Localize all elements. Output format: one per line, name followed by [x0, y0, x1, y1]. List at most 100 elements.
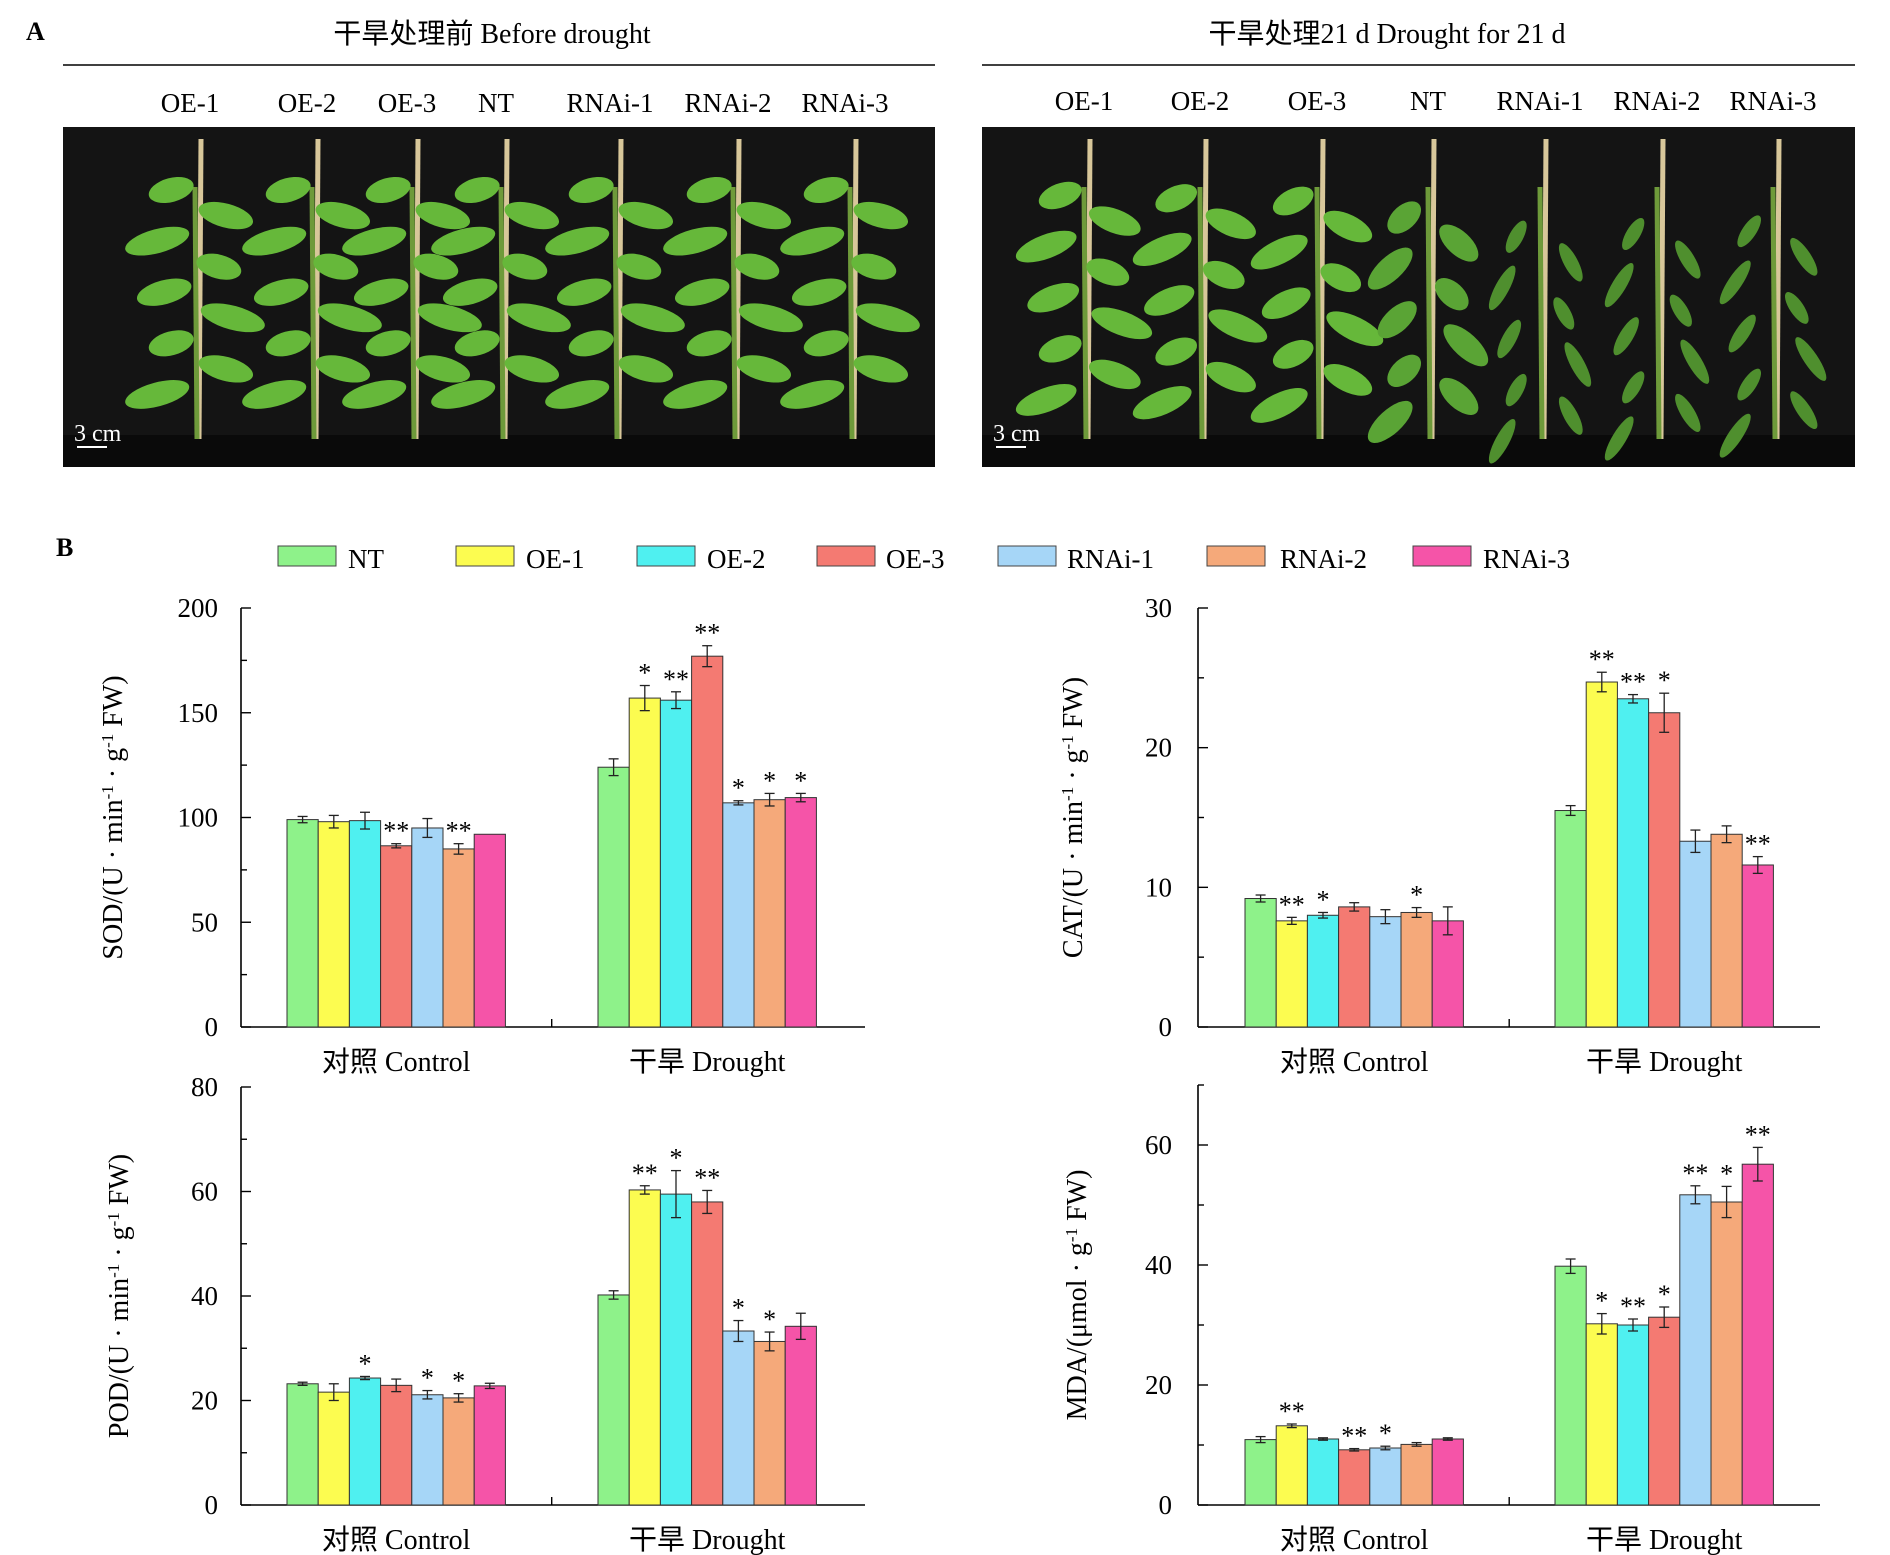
stem	[498, 186, 506, 440]
stake	[851, 138, 859, 440]
significance-marker: *	[1595, 1287, 1608, 1316]
bar	[722, 802, 755, 1028]
bar	[1554, 1265, 1587, 1506]
leaf	[851, 253, 897, 280]
y-axis-title-part: MDA/(μmol · g	[1062, 1242, 1093, 1420]
leaf	[1155, 337, 1198, 366]
leaf	[442, 278, 498, 306]
leaf	[342, 380, 407, 409]
stem	[1770, 186, 1778, 440]
x-category-label: 干旱 Drought	[1586, 1047, 1743, 1078]
bar	[1338, 906, 1371, 1028]
significance-marker: *	[638, 659, 651, 688]
bar	[1431, 1438, 1464, 1506]
drought-plant	[1132, 138, 1268, 440]
leaf	[1784, 292, 1809, 324]
leaf	[568, 176, 614, 204]
y-tick-label: 10	[1145, 872, 1172, 902]
legend-label: OE-1	[526, 544, 584, 574]
y-axis-title-part: · g	[98, 748, 129, 785]
legend-label: OE-2	[707, 544, 765, 574]
leaf	[454, 330, 500, 357]
y-tick-label: 0	[205, 1490, 219, 1520]
before-scale-bar-label: 3 cm	[74, 421, 122, 447]
leaf	[265, 176, 311, 204]
leaf	[803, 330, 849, 357]
leaf	[431, 226, 496, 256]
photo-panel-drought: 干旱处理21 d Drought for 21 d OE-1 OE-2 OE-3 NT…	[982, 18, 1855, 467]
leaf	[317, 303, 382, 333]
x-category-label: 干旱 Drought	[1586, 1525, 1743, 1555]
drought-genotype-label: OE-1	[1055, 86, 1113, 116]
stake	[1429, 138, 1437, 440]
leaf	[1377, 301, 1417, 339]
significance-marker: *	[732, 1294, 745, 1323]
leaf	[1728, 314, 1756, 353]
plant-photo-before: 3 cm	[63, 127, 935, 467]
y-axis-title-superscript: -1	[104, 1212, 123, 1226]
leaf	[1434, 278, 1469, 311]
bar	[691, 1201, 724, 1506]
y-axis-title-superscript: -1	[98, 734, 117, 748]
y-axis-title: SOD/(U · min-1 · g-1 FW)	[98, 675, 130, 959]
panel-b-label: B	[56, 533, 73, 562]
before-genotype-label: OE-1	[161, 88, 219, 118]
bar	[1648, 1316, 1681, 1506]
bar	[628, 697, 661, 1028]
stake	[502, 138, 510, 440]
leaf	[1027, 282, 1080, 313]
stake	[1658, 138, 1666, 440]
leaf	[1439, 377, 1479, 415]
bar	[1741, 864, 1774, 1028]
significance-marker: **	[1341, 1422, 1367, 1451]
significance-marker: *	[794, 766, 807, 795]
y-axis-title-part: FW)	[1058, 677, 1089, 735]
leaf	[1795, 337, 1827, 381]
leaf	[1790, 237, 1818, 276]
leaf	[415, 355, 471, 383]
leaf	[417, 303, 482, 333]
bar	[784, 797, 817, 1028]
bar	[1244, 898, 1277, 1028]
significance-marker: **	[1620, 1292, 1646, 1321]
leaf	[1320, 263, 1362, 293]
leaf	[545, 226, 610, 256]
leaf	[620, 303, 685, 333]
bar	[442, 1397, 475, 1506]
bar	[1306, 914, 1340, 1028]
bar	[1369, 1447, 1402, 1506]
leaf	[1488, 418, 1516, 464]
stem	[309, 186, 317, 440]
leaf	[136, 278, 192, 306]
y-axis-title: POD/(U · min-1 · g-1 FW)	[104, 1154, 136, 1438]
drought-genotype-label: RNAi-1	[1497, 86, 1584, 116]
y-tick-label: 20	[191, 1386, 218, 1416]
legend-swatch	[816, 545, 876, 567]
x-category-label: 干旱 Drought	[629, 1525, 786, 1555]
significance-marker: **	[632, 1159, 658, 1188]
leaf	[148, 330, 194, 357]
bar	[659, 1193, 693, 1506]
stem	[847, 186, 855, 440]
drought-scale-bar-label: 3 cm	[993, 421, 1041, 447]
y-tick-label: 150	[178, 698, 219, 728]
bar	[691, 655, 724, 1028]
leaf	[1488, 265, 1516, 311]
leaf	[125, 226, 190, 256]
y-tick-label: 40	[191, 1281, 218, 1311]
leaf	[616, 253, 662, 280]
leaf	[198, 355, 254, 383]
bar	[1710, 1201, 1743, 1506]
leaf	[1564, 342, 1592, 387]
y-axis-title-part: · g	[104, 1226, 135, 1263]
leaf	[780, 226, 845, 256]
leaf	[686, 330, 732, 357]
legend-swatch	[455, 545, 515, 567]
legend-label: RNAi-1	[1067, 544, 1154, 574]
leaf	[1558, 396, 1583, 435]
leaf	[454, 176, 500, 204]
significance-marker: **	[383, 817, 409, 846]
leaf	[1622, 371, 1645, 404]
